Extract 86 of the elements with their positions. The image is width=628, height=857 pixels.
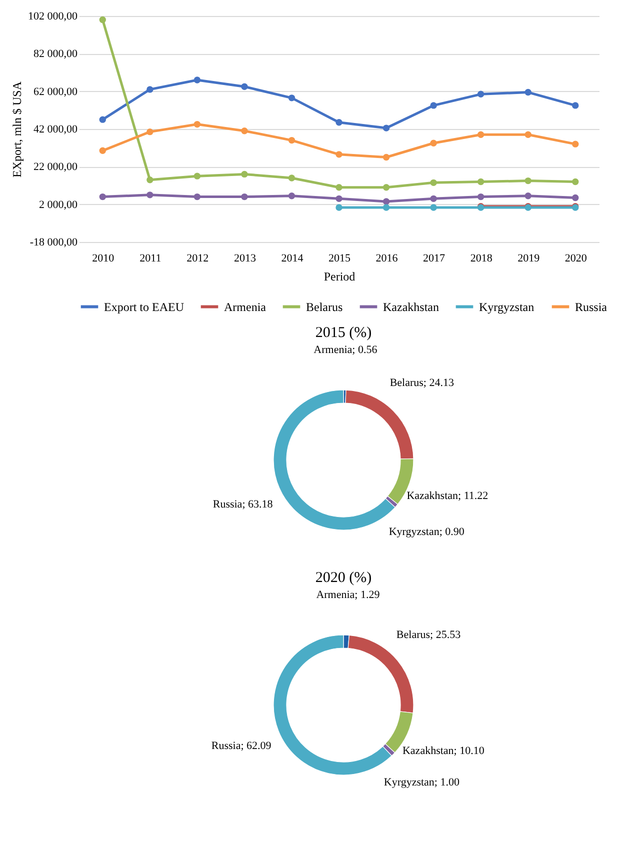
y-tick-label: 22 000,00	[34, 161, 78, 174]
point	[382, 184, 390, 191]
point	[336, 119, 342, 126]
point	[194, 120, 201, 128]
point	[146, 128, 154, 136]
y-tick-label: 82 000,00	[34, 48, 78, 60]
y-axis-title: EXport, mln $ USA	[10, 81, 24, 178]
slice-label: Kyrgyzstan; 1.00	[384, 776, 460, 788]
x-tick-label: 2018	[470, 252, 493, 264]
point	[382, 198, 390, 205]
point	[572, 102, 579, 109]
legend-label: Belarus	[306, 300, 343, 314]
point	[241, 128, 248, 134]
x-tick-label: 2019	[518, 252, 540, 264]
point	[430, 179, 437, 186]
point	[382, 204, 390, 211]
point	[146, 176, 154, 184]
slice-label: Belarus; 25.53	[396, 629, 462, 642]
chart-title: 2020 (%)	[315, 570, 372, 586]
legend-label: Russia	[575, 300, 608, 314]
slice-label: Armenia; 0.56	[314, 344, 378, 356]
point	[194, 76, 201, 84]
point	[430, 102, 437, 109]
chart-title: 2015 (%)	[315, 325, 372, 342]
point	[524, 192, 532, 200]
x-tick-label: 2014	[281, 252, 304, 264]
point	[336, 184, 342, 191]
x-tick-label: 2012	[186, 252, 209, 264]
point	[430, 195, 437, 202]
point	[477, 131, 484, 138]
point	[99, 193, 106, 200]
point	[382, 124, 390, 132]
point	[288, 192, 296, 200]
point	[194, 172, 201, 180]
point	[336, 195, 342, 202]
point	[99, 16, 106, 24]
slice-label: Russia; 63.18	[212, 498, 274, 510]
point	[99, 147, 106, 154]
x-tick-label: 2015	[328, 252, 351, 264]
donut-slice	[273, 634, 392, 776]
point	[146, 86, 154, 93]
x-tick-label: 2010	[92, 252, 115, 264]
point	[241, 83, 248, 90]
point	[477, 193, 484, 200]
point	[524, 88, 532, 96]
point	[382, 154, 390, 161]
slice-label: Kyrgyzstan; 0.90	[388, 526, 465, 538]
slice-label: Russia; 62.09	[211, 740, 272, 752]
point	[99, 116, 106, 123]
y-tick-label: -18 000,00	[30, 236, 78, 248]
y-tick-label: 102 000,00	[28, 10, 78, 22]
slice-label: Armenia; 1.29	[316, 589, 380, 602]
point	[336, 204, 342, 211]
point	[241, 170, 248, 178]
point	[288, 174, 296, 182]
point	[572, 140, 579, 148]
legend-label: Export to EAEU	[104, 300, 184, 314]
point	[288, 94, 296, 102]
legend-label: Kazakhstan	[383, 300, 439, 314]
x-tick-label: 2011	[140, 252, 162, 264]
slice-label: Kazakhstan; 10.10	[402, 745, 485, 757]
point	[430, 204, 437, 211]
point	[524, 177, 532, 184]
y-tick-label: 62 000,00	[34, 86, 78, 98]
point	[241, 193, 248, 200]
x-tick-label: 2020	[564, 252, 588, 264]
legend-label: Kyrgyzstan	[479, 300, 534, 314]
point	[477, 90, 484, 98]
point	[336, 151, 342, 158]
slice-label: Kazakhstan; 11.22	[406, 490, 488, 502]
point	[288, 136, 296, 144]
y-tick-label: 42 000,00	[34, 124, 78, 136]
point	[146, 192, 154, 198]
legend-label: Armenia	[224, 300, 267, 314]
point	[194, 193, 201, 200]
point	[572, 178, 579, 186]
y-tick-label: 2 000,00	[39, 198, 78, 211]
x-tick-label: 2017	[423, 252, 446, 264]
point	[572, 194, 579, 202]
x-axis-title: Period	[324, 270, 356, 284]
point	[430, 140, 437, 146]
point	[524, 131, 532, 138]
x-tick-label: 2013	[234, 252, 256, 264]
slice-label: Belarus; 24.13	[390, 376, 454, 389]
point	[477, 178, 484, 186]
x-tick-label: 2016	[376, 252, 398, 264]
